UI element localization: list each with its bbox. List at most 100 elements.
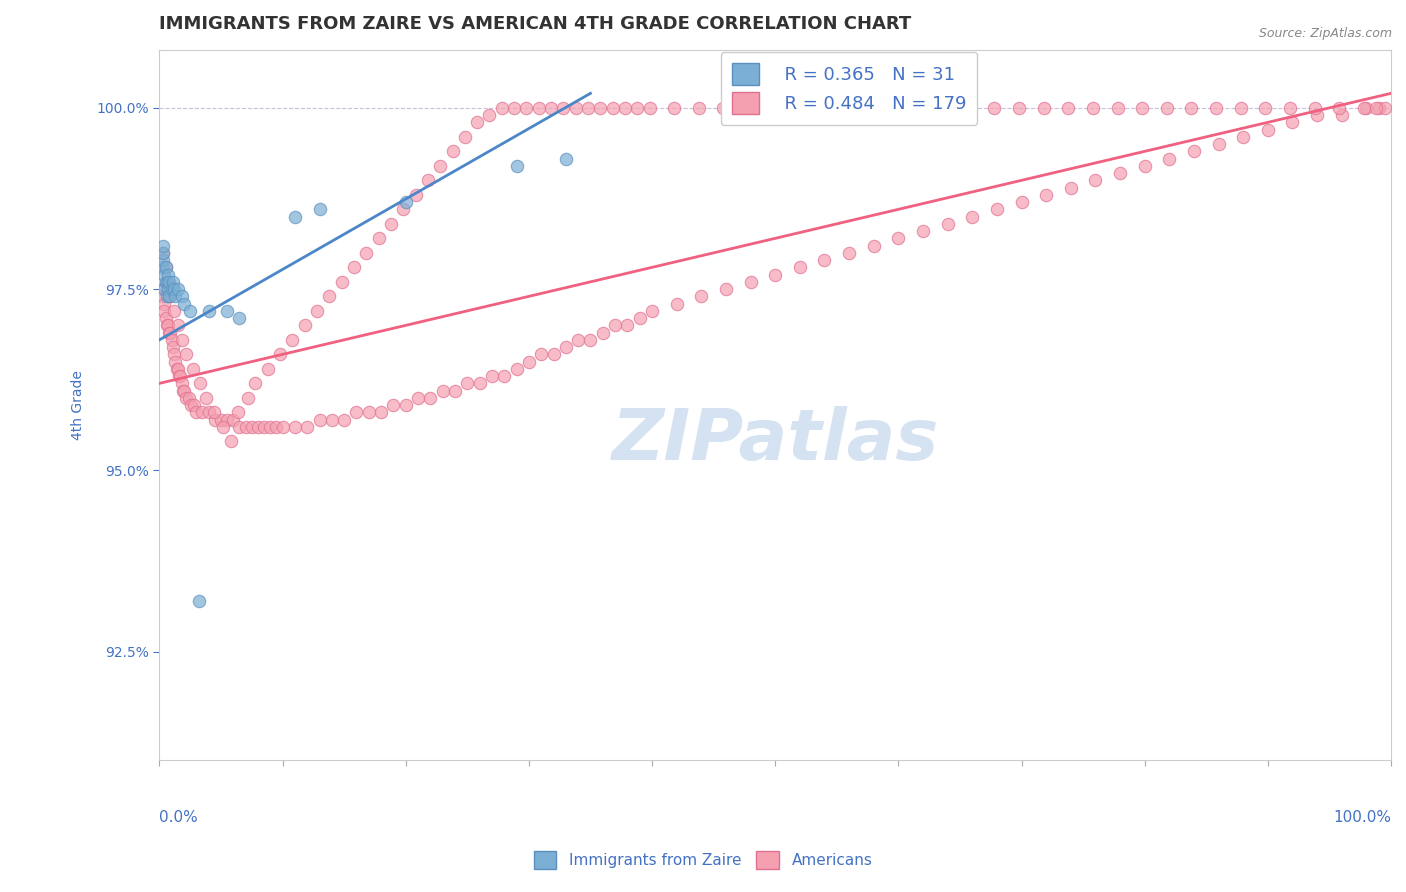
Point xyxy=(1008,101,1031,115)
Point xyxy=(167,282,190,296)
Point xyxy=(155,275,177,289)
Point xyxy=(1156,101,1178,115)
Point xyxy=(934,101,956,115)
Point xyxy=(380,217,402,231)
Point xyxy=(1057,101,1080,115)
Legend:   R = 0.365   N = 31,   R = 0.484   N = 179: R = 0.365 N = 31, R = 0.484 N = 179 xyxy=(721,52,977,125)
Point xyxy=(153,268,176,282)
Point xyxy=(330,275,353,289)
Point xyxy=(835,101,858,115)
Point xyxy=(357,405,380,419)
Point xyxy=(370,405,392,419)
Point xyxy=(1180,101,1202,115)
Point xyxy=(170,376,193,391)
Point xyxy=(763,268,786,282)
Point xyxy=(333,412,356,426)
Point xyxy=(626,101,648,115)
Point xyxy=(602,101,624,115)
Point xyxy=(187,594,209,608)
Point xyxy=(1109,166,1132,180)
Point xyxy=(505,362,527,376)
Point xyxy=(253,420,276,434)
Point xyxy=(308,202,330,217)
Point xyxy=(156,318,179,333)
Point xyxy=(641,303,664,318)
Point xyxy=(157,289,180,303)
Point xyxy=(515,101,537,115)
Point xyxy=(259,420,281,434)
Point xyxy=(887,231,910,245)
Point xyxy=(1084,173,1107,187)
Point xyxy=(153,282,176,296)
Point xyxy=(1130,101,1153,115)
Point xyxy=(419,391,441,405)
Point xyxy=(910,101,932,115)
Point xyxy=(156,318,179,333)
Point xyxy=(862,238,884,252)
Point xyxy=(1133,159,1156,173)
Point xyxy=(1281,115,1303,129)
Point xyxy=(786,101,808,115)
Point xyxy=(382,398,405,412)
Point xyxy=(553,101,575,115)
Point xyxy=(564,101,586,115)
Point xyxy=(628,311,651,326)
Point xyxy=(346,405,368,419)
Point xyxy=(543,347,565,361)
Point xyxy=(150,260,173,275)
Point xyxy=(155,260,177,275)
Point xyxy=(155,311,177,326)
Text: 0.0%: 0.0% xyxy=(159,810,198,825)
Point xyxy=(219,434,242,449)
Point xyxy=(269,347,291,361)
Point xyxy=(1365,101,1388,115)
Point xyxy=(911,224,934,238)
Point xyxy=(169,369,191,384)
Text: 100.0%: 100.0% xyxy=(1333,810,1391,825)
Point xyxy=(616,318,638,333)
Point xyxy=(165,289,187,303)
Point xyxy=(155,260,177,275)
Point xyxy=(1208,137,1230,152)
Point xyxy=(1329,101,1351,115)
Legend: Immigrants from Zaire, Americans: Immigrants from Zaire, Americans xyxy=(527,845,879,875)
Point xyxy=(217,303,239,318)
Point xyxy=(167,362,190,376)
Point xyxy=(308,412,330,426)
Point xyxy=(713,101,735,115)
Point xyxy=(416,173,439,187)
Point xyxy=(1035,187,1057,202)
Point xyxy=(256,362,278,376)
Point xyxy=(246,420,269,434)
Point xyxy=(762,101,785,115)
Point xyxy=(266,420,288,434)
Point xyxy=(986,202,1008,217)
Point xyxy=(665,296,688,310)
Point xyxy=(197,303,219,318)
Point xyxy=(179,303,201,318)
Point xyxy=(240,420,263,434)
Point xyxy=(159,326,181,340)
Point xyxy=(367,231,389,245)
Point xyxy=(160,282,183,296)
Point xyxy=(860,101,883,115)
Point xyxy=(212,420,235,434)
Point xyxy=(356,245,378,260)
Point xyxy=(202,405,225,419)
Point xyxy=(1232,129,1254,144)
Point xyxy=(162,340,184,354)
Point xyxy=(554,340,576,354)
Point xyxy=(589,101,612,115)
Point xyxy=(1229,101,1251,115)
Text: ZIPatlas: ZIPatlas xyxy=(612,406,939,475)
Point xyxy=(217,412,239,426)
Point xyxy=(1081,101,1104,115)
Point xyxy=(638,101,661,115)
Point xyxy=(1374,101,1396,115)
Point xyxy=(503,101,526,115)
Point xyxy=(153,296,176,310)
Point xyxy=(1032,101,1054,115)
Point xyxy=(576,101,599,115)
Point xyxy=(441,145,464,159)
Point xyxy=(173,296,195,310)
